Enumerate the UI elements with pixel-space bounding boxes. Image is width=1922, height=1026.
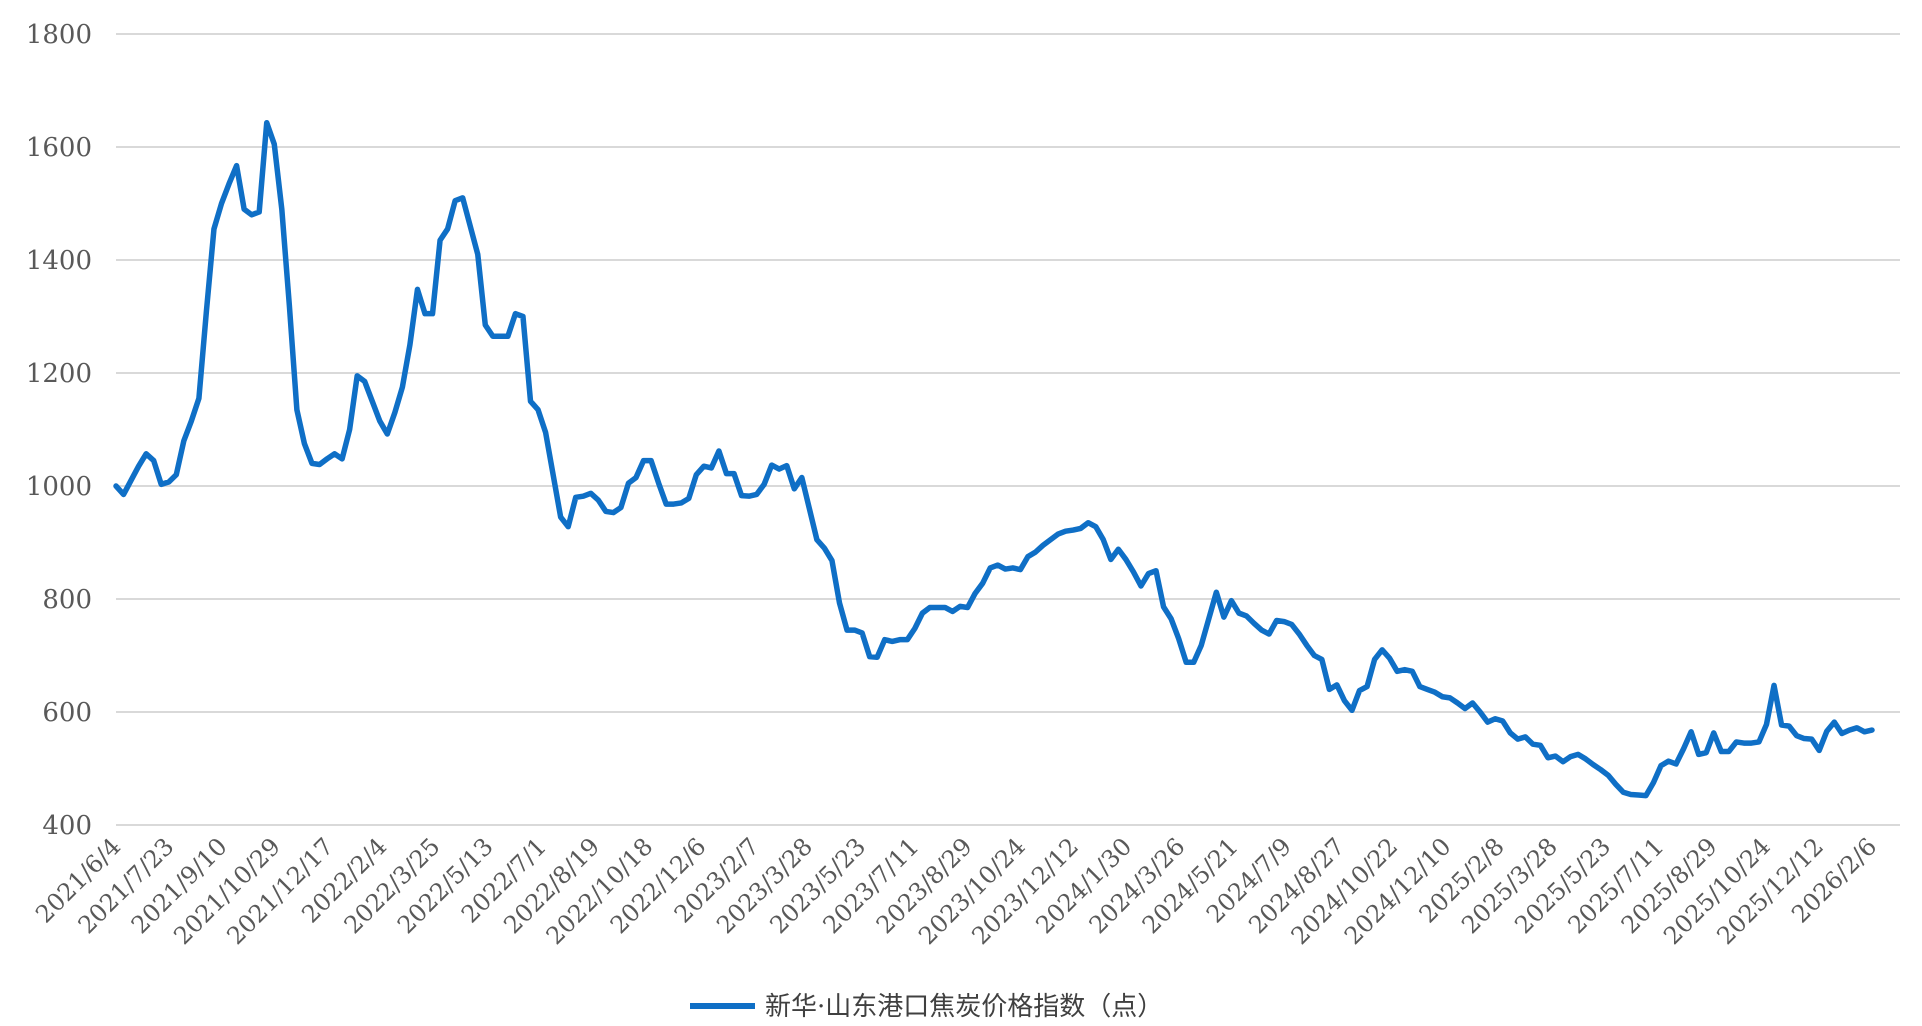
y-tick-label: 800	[42, 585, 92, 615]
y-tick-label: 600	[42, 698, 92, 728]
series-group	[113, 119, 1875, 799]
gridlines	[116, 33, 1900, 826]
y-tick-label: 1800	[26, 20, 92, 50]
series-line	[113, 119, 1875, 799]
y-axis-ticks: 400 600 800 1000 1200 1400 1600 1800	[26, 20, 92, 841]
legend: 新华·山东港口焦炭价格指数（点）	[690, 992, 1163, 1022]
legend-label: 新华·山东港口焦炭价格指数（点）	[765, 992, 1163, 1022]
y-tick-label: 1600	[26, 133, 92, 163]
y-tick-label: 400	[42, 811, 92, 841]
y-tick-label: 1000	[26, 472, 92, 502]
y-tick-label: 1200	[26, 359, 92, 389]
y-tick-label: 1400	[26, 246, 92, 276]
x-axis-ticks: 2021/6/42021/7/232021/9/102021/10/292021…	[30, 832, 1882, 950]
